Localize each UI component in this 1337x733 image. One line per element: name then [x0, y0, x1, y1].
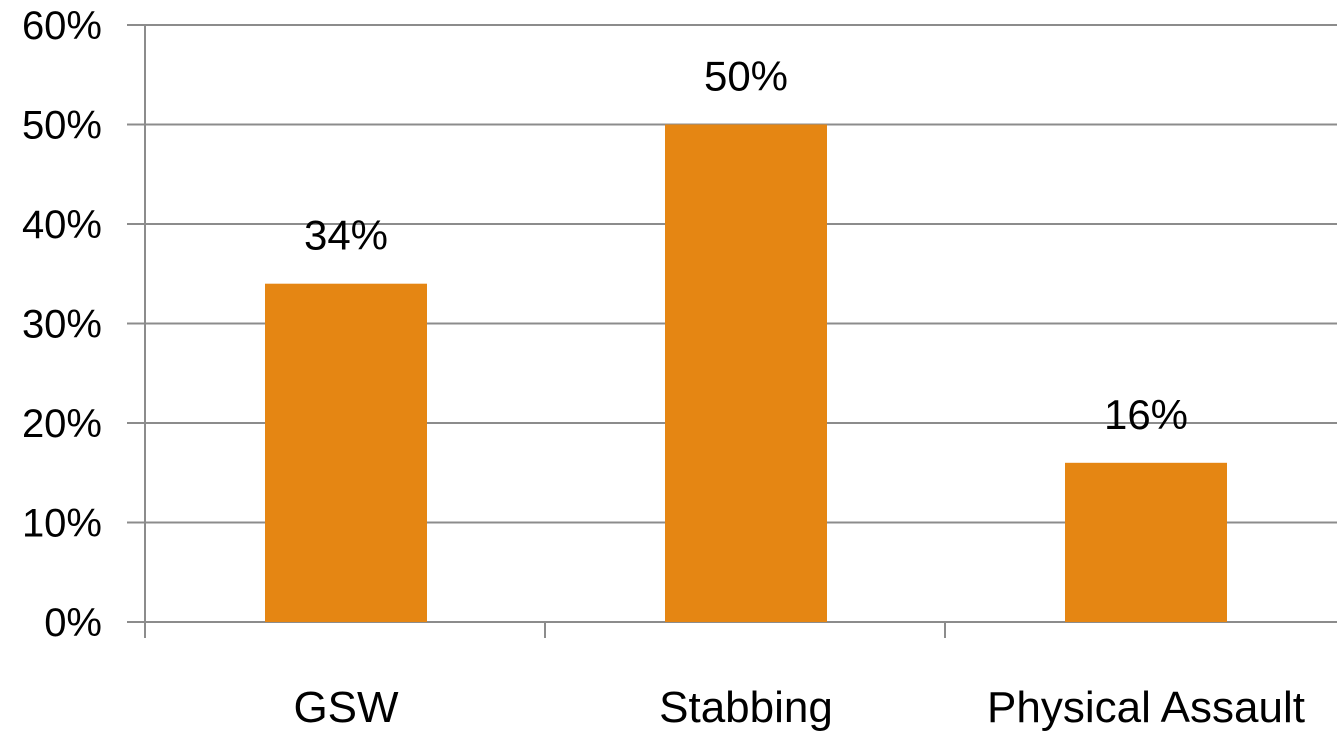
y-tick-label: 50% — [22, 104, 102, 148]
bar-stabbing — [665, 124, 827, 622]
labels: 0% 10% 20% 30% 40% 50% 60% 34% GSW 50% Stabbing 16%… — [22, 4, 1305, 732]
data-label: 34% — [304, 212, 388, 259]
data-label: 16% — [1104, 391, 1188, 438]
bars — [265, 124, 1227, 622]
y-tick-label: 20% — [22, 402, 102, 446]
x-category-label: Stabbing — [659, 683, 833, 732]
x-category-label: Physical Assault — [987, 683, 1305, 732]
y-tick-label: 30% — [22, 303, 102, 347]
bar-gsw — [265, 283, 427, 622]
y-tick-label: 60% — [22, 4, 102, 48]
y-tick-label: 10% — [22, 502, 102, 546]
bar-physical-assault — [1065, 462, 1227, 622]
data-label: 50% — [704, 53, 788, 100]
x-category-label: GSW — [293, 683, 399, 732]
y-tick-label: 40% — [22, 203, 102, 247]
y-tick-label: 0% — [44, 601, 102, 645]
